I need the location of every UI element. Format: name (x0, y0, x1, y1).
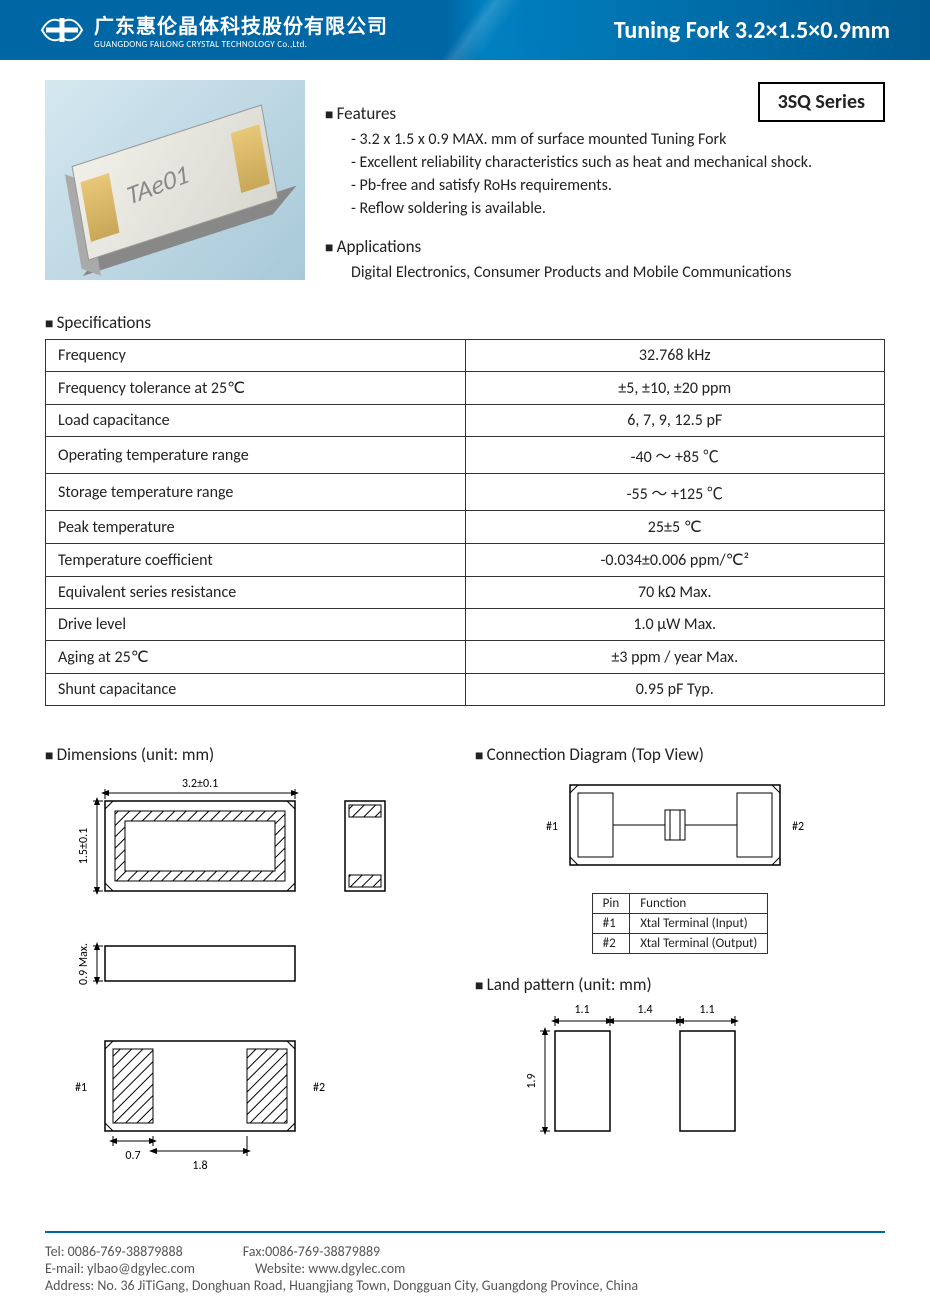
spec-param: Aging at 25℃ (46, 641, 466, 674)
page-header: 广东惠伦晶体科技股份有限公司 GUANGDONG FAILONG CRYSTAL… (0, 0, 930, 60)
features-list: 3.2 x 1.5 x 0.9 MAX. mm of surface mount… (325, 130, 885, 218)
svg-text:#2: #2 (792, 820, 804, 834)
footer-email: E-mail: ylbao@dgylec.com (45, 1260, 195, 1277)
spec-param: Temperature coefficient (46, 544, 466, 577)
spec-value: 1.0 μW Max. (465, 609, 885, 641)
feature-item: Excellent reliability characteristics su… (351, 153, 885, 172)
spec-param: Peak temperature (46, 511, 466, 544)
spec-row: Frequency32.768 kHz (46, 340, 885, 372)
spec-row: Temperature coefficient-0.034±0.006 ppm/… (46, 544, 885, 577)
spec-value: 70 kΩ Max. (465, 577, 885, 609)
product-image: TAe01 (45, 80, 305, 280)
company-name-cn: 广东惠伦晶体科技股份有限公司 (94, 10, 388, 39)
feature-item: 3.2 x 1.5 x 0.9 MAX. mm of surface mount… (351, 130, 885, 149)
spec-param: Frequency tolerance at 25℃ (46, 372, 466, 405)
svg-text:1.4: 1.4 (637, 1003, 652, 1017)
spec-row: Shunt capacitance0.95 pF Typ. (46, 674, 885, 706)
spec-param: Load capacitance (46, 405, 466, 437)
specifications-heading: Specifications (45, 312, 885, 333)
spec-param: Drive level (46, 609, 466, 641)
spec-row: Peak temperature25±5 ℃ (46, 511, 885, 544)
svg-text:#2: #2 (313, 1081, 325, 1095)
spec-row: Frequency tolerance at 25℃±5, ±10, ±20 p… (46, 372, 885, 405)
svg-text:3.2±0.1: 3.2±0.1 (182, 777, 218, 791)
svg-text:1.9: 1.9 (525, 1073, 539, 1088)
footer-tel: Tel: 0086-769-38879888 (45, 1243, 183, 1260)
connection-heading: Connection Diagram (Top View) (475, 744, 885, 765)
feature-item: Pb-free and satisfy RoHs requirements. (351, 176, 885, 195)
footer-fax: Fax:0086-769-38879889 (243, 1243, 380, 1260)
spec-row: Load capacitance6, 7, 9, 12.5 pF (46, 405, 885, 437)
applications-heading: Applications (325, 236, 885, 257)
svg-text:1.8: 1.8 (192, 1159, 207, 1173)
footer-address: Address: No. 36 JiTiGang, Donghuan Road,… (45, 1277, 885, 1294)
company-logo-block: 广东惠伦晶体科技股份有限公司 GUANGDONG FAILONG CRYSTAL… (40, 10, 388, 50)
applications-text: Digital Electronics, Consumer Products a… (325, 263, 885, 282)
land-pattern-diagram: 1.1 1.4 1.1 1.9 (505, 1001, 805, 1171)
land-pattern-heading: Land pattern (unit: mm) (475, 974, 885, 995)
spec-row: Equivalent series resistance70 kΩ Max. (46, 577, 885, 609)
spec-row: Operating temperature range-40 ～ +85 ℃ (46, 437, 885, 474)
document-title: Tuning Fork 3.2×1.5×0.9mm (614, 16, 890, 45)
svg-text:1.1: 1.1 (574, 1003, 589, 1017)
specifications-table: Frequency32.768 kHzFrequency tolerance a… (45, 339, 885, 706)
spec-param: Shunt capacitance (46, 674, 466, 706)
svg-text:#1: #1 (75, 1081, 87, 1095)
spec-value: ±5, ±10, ±20 ppm (465, 372, 885, 405)
spec-param: Operating temperature range (46, 437, 466, 474)
pin-function-table: PinFunction #1Xtal Terminal (Input) #2Xt… (592, 893, 769, 954)
spec-value: -55 ～ +125 ℃ (465, 474, 885, 511)
spec-value: 6, 7, 9, 12.5 pF (465, 405, 885, 437)
spec-value: 25±5 ℃ (465, 511, 885, 544)
spec-row: Aging at 25℃±3 ppm / year Max. (46, 641, 885, 674)
spec-value: 32.768 kHz (465, 340, 885, 372)
spec-param: Frequency (46, 340, 466, 372)
svg-text:0.7: 0.7 (125, 1149, 140, 1163)
page-footer: Tel: 0086-769-38879888 Fax:0086-769-3887… (45, 1231, 885, 1314)
logo-icon (40, 10, 84, 50)
spec-param: Storage temperature range (46, 474, 466, 511)
connection-diagram: #1 #2 (520, 775, 840, 885)
footer-website: Website: www.dgylec.com (255, 1260, 405, 1277)
svg-text:0.9 Max.: 0.9 Max. (77, 943, 91, 985)
spec-value: -40 ～ +85 ℃ (465, 437, 885, 474)
spec-param: Equivalent series resistance (46, 577, 466, 609)
spec-row: Storage temperature range-55 ～ +125 ℃ (46, 474, 885, 511)
spec-value: -0.034±0.006 ppm/℃² (465, 544, 885, 577)
svg-text:1.1: 1.1 (699, 1003, 714, 1017)
svg-text:#1: #1 (546, 820, 558, 834)
feature-item: Reflow soldering is available. (351, 199, 885, 218)
dimensions-heading: Dimensions (unit: mm) (45, 744, 455, 765)
dimensions-diagram: 3.2±0.1 1.5±0.1 (45, 771, 445, 1201)
spec-value: ±3 ppm / year Max. (465, 641, 885, 674)
series-badge: 3SQ Series (758, 82, 885, 122)
spec-row: Drive level1.0 μW Max. (46, 609, 885, 641)
company-name-en: GUANGDONG FAILONG CRYSTAL TECHNOLOGY Co.… (94, 39, 388, 50)
spec-value: 0.95 pF Typ. (465, 674, 885, 706)
svg-text:1.5±0.1: 1.5±0.1 (77, 828, 91, 864)
